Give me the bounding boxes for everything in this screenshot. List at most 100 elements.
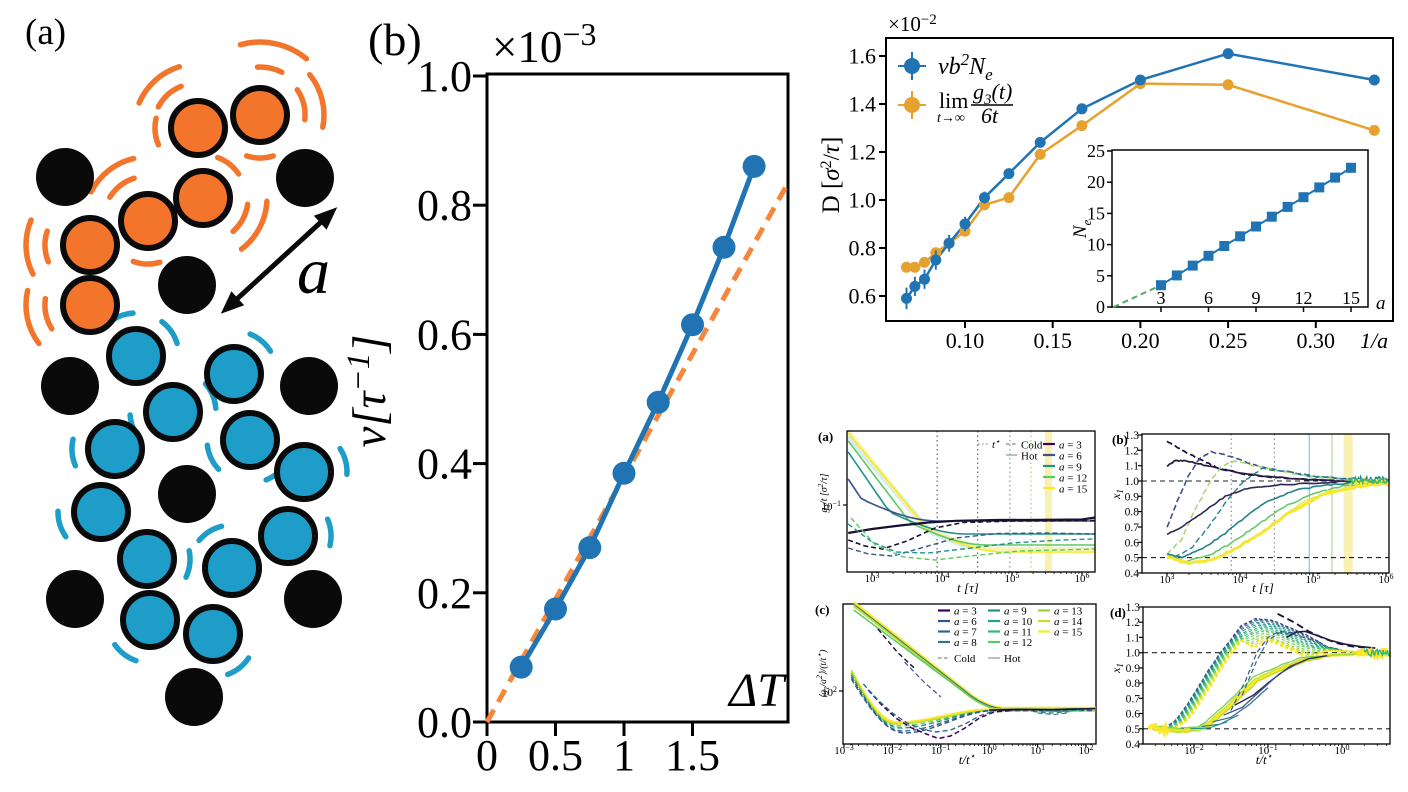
svg-text:102: 102 [1079, 743, 1094, 757]
svg-text:103: 103 [865, 571, 880, 585]
svg-text:6: 6 [1204, 288, 1213, 308]
svg-text:0.8: 0.8 [1125, 507, 1140, 519]
svg-text:⟨g1/a2⟩/(t/t⋆): ⟨g1/a2⟩/(t/t⋆) [815, 650, 831, 699]
svg-text:(c): (c) [815, 602, 829, 617]
svg-text:a = 3: a = 3 [1059, 440, 1082, 452]
svg-text:10−3: 10−3 [834, 743, 854, 757]
svg-text:0.0: 0.0 [417, 698, 472, 747]
svg-text:t [τ]: t [τ] [1252, 580, 1274, 595]
svg-text:15: 15 [1342, 288, 1360, 308]
svg-text:105: 105 [1005, 571, 1020, 585]
svg-text:a = 9: a = 9 [1059, 462, 1082, 474]
svg-text:(a): (a) [818, 429, 833, 444]
svg-text:10−1: 10−1 [931, 743, 951, 757]
svg-text:100: 100 [1335, 743, 1350, 757]
svg-text:a = 7: a = 7 [954, 627, 977, 639]
svg-text:15: 15 [1087, 203, 1105, 223]
svg-text:0.6: 0.6 [849, 284, 877, 309]
svg-text:g3(t): g3(t) [973, 79, 1012, 108]
svg-text:1.2: 1.2 [1126, 617, 1141, 629]
svg-text:0.8: 0.8 [849, 236, 877, 261]
svg-text:(b): (b) [368, 14, 422, 65]
svg-text:a = 9: a = 9 [1004, 606, 1027, 618]
svg-text:1.3: 1.3 [1125, 430, 1140, 442]
svg-text:t [τ]: t [τ] [957, 580, 979, 595]
svg-text:1.2: 1.2 [1125, 445, 1140, 457]
svg-text:a = 6: a = 6 [1059, 451, 1082, 463]
svg-text:ΔT: ΔT [727, 664, 787, 717]
svg-text:0.2: 0.2 [417, 569, 472, 618]
svg-text:0.6: 0.6 [1126, 709, 1141, 721]
svg-text:5: 5 [1096, 266, 1105, 286]
svg-text:106: 106 [1379, 572, 1394, 586]
svg-text:1/a: 1/a [1360, 328, 1388, 353]
svg-text:a = 8: a = 8 [954, 637, 977, 649]
svg-text:0.10: 0.10 [946, 328, 985, 353]
svg-text:104: 104 [1233, 572, 1248, 586]
svg-text:0.15: 0.15 [1033, 328, 1072, 353]
svg-text:12: 12 [1295, 288, 1313, 308]
svg-text:20: 20 [1087, 172, 1105, 192]
svg-text:a = 13: a = 13 [1054, 606, 1083, 618]
svg-text:0.9: 0.9 [1125, 491, 1140, 503]
svg-text:1: 1 [613, 731, 635, 780]
svg-text:×10−3: ×10−3 [492, 16, 596, 72]
svg-text:a = 11: a = 11 [1004, 627, 1032, 639]
svg-text:0.30: 0.30 [1297, 328, 1336, 353]
svg-text:0.7: 0.7 [1125, 522, 1140, 534]
svg-text:a = 10: a = 10 [1004, 616, 1033, 628]
svg-text:(d): (d) [1110, 605, 1126, 620]
svg-text:10: 10 [1087, 235, 1105, 255]
svg-text:a = 14: a = 14 [1054, 616, 1083, 628]
svg-text:Cold: Cold [954, 653, 976, 665]
svg-text:104: 104 [935, 571, 950, 585]
svg-text:25: 25 [1087, 141, 1105, 161]
svg-text:1.1: 1.1 [1125, 461, 1140, 473]
svg-text:t→∞: t→∞ [937, 111, 965, 126]
svg-text:1.6: 1.6 [849, 44, 877, 69]
svg-text:vb2Ne: vb2Ne [938, 50, 993, 84]
svg-text:1.0: 1.0 [417, 52, 472, 101]
svg-text:a = 15: a = 15 [1054, 627, 1083, 639]
svg-text:10−2: 10−2 [883, 743, 903, 757]
svg-text:t/t⋆: t/t⋆ [1256, 751, 1273, 767]
svg-text:Hot: Hot [1021, 451, 1038, 463]
svg-text:a = 12: a = 12 [1004, 637, 1032, 649]
svg-text:D [σ2/τ]: D [σ2/τ] [818, 137, 845, 214]
svg-text:0.7: 0.7 [1126, 693, 1141, 705]
svg-text:0.6: 0.6 [1125, 537, 1140, 549]
svg-text:0.25: 0.25 [1209, 328, 1248, 353]
svg-text:100: 100 [982, 743, 997, 757]
svg-text:x1: x1 [1109, 489, 1125, 500]
svg-text:0.20: 0.20 [1121, 328, 1160, 353]
svg-text:a = 6: a = 6 [954, 616, 977, 628]
svg-text:g1/t [σ2/τ]: g1/t [σ2/τ] [817, 473, 832, 512]
svg-text:a: a [297, 235, 330, 308]
svg-text:Cold: Cold [1021, 440, 1043, 452]
svg-text:t/t⋆: t/t⋆ [959, 751, 976, 767]
svg-text:1.0: 1.0 [1125, 476, 1140, 488]
svg-text:1.3: 1.3 [1126, 602, 1141, 614]
svg-text:×10−2: ×10−2 [888, 12, 937, 36]
svg-text:106: 106 [1075, 571, 1090, 585]
svg-text:0: 0 [476, 731, 498, 780]
svg-text:103: 103 [1160, 572, 1175, 586]
svg-text:0.9: 0.9 [1126, 663, 1141, 675]
svg-text:6t: 6t [981, 103, 999, 128]
svg-text:101: 101 [1030, 743, 1045, 757]
svg-text:lim: lim [939, 88, 968, 113]
svg-text:a = 3: a = 3 [954, 606, 977, 618]
svg-text:0.5: 0.5 [1125, 553, 1140, 565]
svg-text:x1: x1 [1109, 663, 1125, 674]
svg-text:0.5: 0.5 [1126, 724, 1141, 736]
svg-text:1.2: 1.2 [849, 140, 877, 165]
svg-text:Ne: Ne [1070, 220, 1094, 240]
svg-text:0.4: 0.4 [1125, 568, 1140, 580]
svg-text:v[τ−1]: v[τ−1] [341, 334, 396, 447]
svg-text:105: 105 [1306, 572, 1321, 586]
svg-text:(b): (b) [1112, 432, 1128, 447]
svg-text:0.4: 0.4 [1126, 739, 1141, 751]
svg-text:1.5: 1.5 [665, 731, 720, 780]
svg-text:9: 9 [1252, 288, 1261, 308]
svg-text:1.1: 1.1 [1126, 632, 1141, 644]
